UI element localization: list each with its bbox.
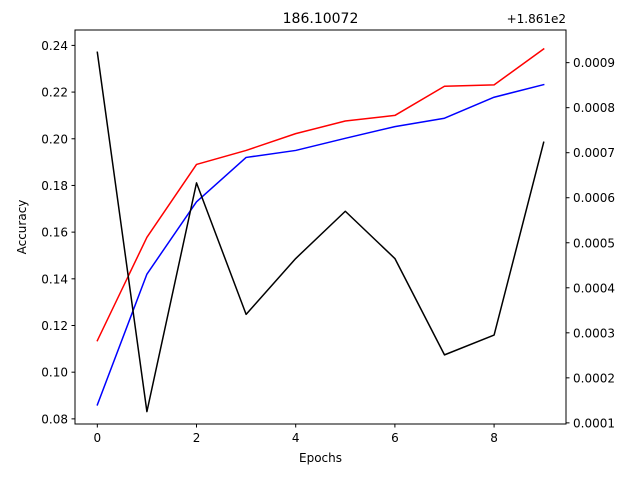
y-axis-ticks: 0.08 0.10 0.12 0.14 0.16 0.18 0.20 0.22 0.24 — [41, 39, 75, 426]
y2-offset-label: +1.861e2 — [507, 12, 566, 26]
y2-tick-label: 0.0008 — [573, 101, 615, 115]
x-tick-label: 0 — [93, 431, 101, 445]
y-tick-label: 0.24 — [41, 39, 68, 53]
y-tick-label: 0.12 — [41, 319, 68, 333]
y-axis-label: Accuracy — [15, 200, 29, 255]
y-tick-label: 0.08 — [41, 412, 68, 426]
y2-tick-label: 0.0009 — [573, 56, 615, 70]
y2-axis-ticks: 0.0001 0.0002 0.0003 0.0004 0.0005 0.0006 0.00… — [566, 56, 615, 430]
x-tick-label: 2 — [193, 431, 201, 445]
y-tick-label: 0.18 — [41, 179, 68, 193]
x-tick-label: 8 — [490, 431, 498, 445]
series-line-2 — [96, 83, 545, 406]
series-lines — [96, 47, 545, 413]
y2-tick-label: 0.0002 — [573, 371, 615, 385]
y-tick-label: 0.20 — [41, 132, 68, 146]
y2-tick-label: 0.0004 — [573, 281, 615, 295]
series-line-3 — [96, 51, 545, 413]
y-tick-label: 0.22 — [41, 86, 68, 100]
y-tick-label: 0.14 — [41, 272, 68, 286]
x-tick-label: 6 — [391, 431, 399, 445]
plot-frame — [74, 29, 567, 425]
y2-tick-label: 0.0005 — [573, 236, 615, 250]
series-line-1 — [96, 47, 545, 342]
y2-tick-label: 0.0007 — [573, 146, 615, 160]
x-axis-ticks: 0 2 4 6 8 — [93, 424, 498, 445]
x-axis-label: Epochs — [299, 451, 342, 465]
y-tick-label: 0.16 — [41, 226, 68, 240]
y2-tick-label: 0.0001 — [573, 416, 615, 430]
y-tick-label: 0.10 — [41, 366, 68, 380]
y2-tick-label: 0.0006 — [573, 191, 615, 205]
chart-title: 186.10072 — [283, 11, 359, 27]
x-tick-label: 4 — [292, 431, 300, 445]
y2-tick-label: 0.0003 — [573, 326, 615, 340]
